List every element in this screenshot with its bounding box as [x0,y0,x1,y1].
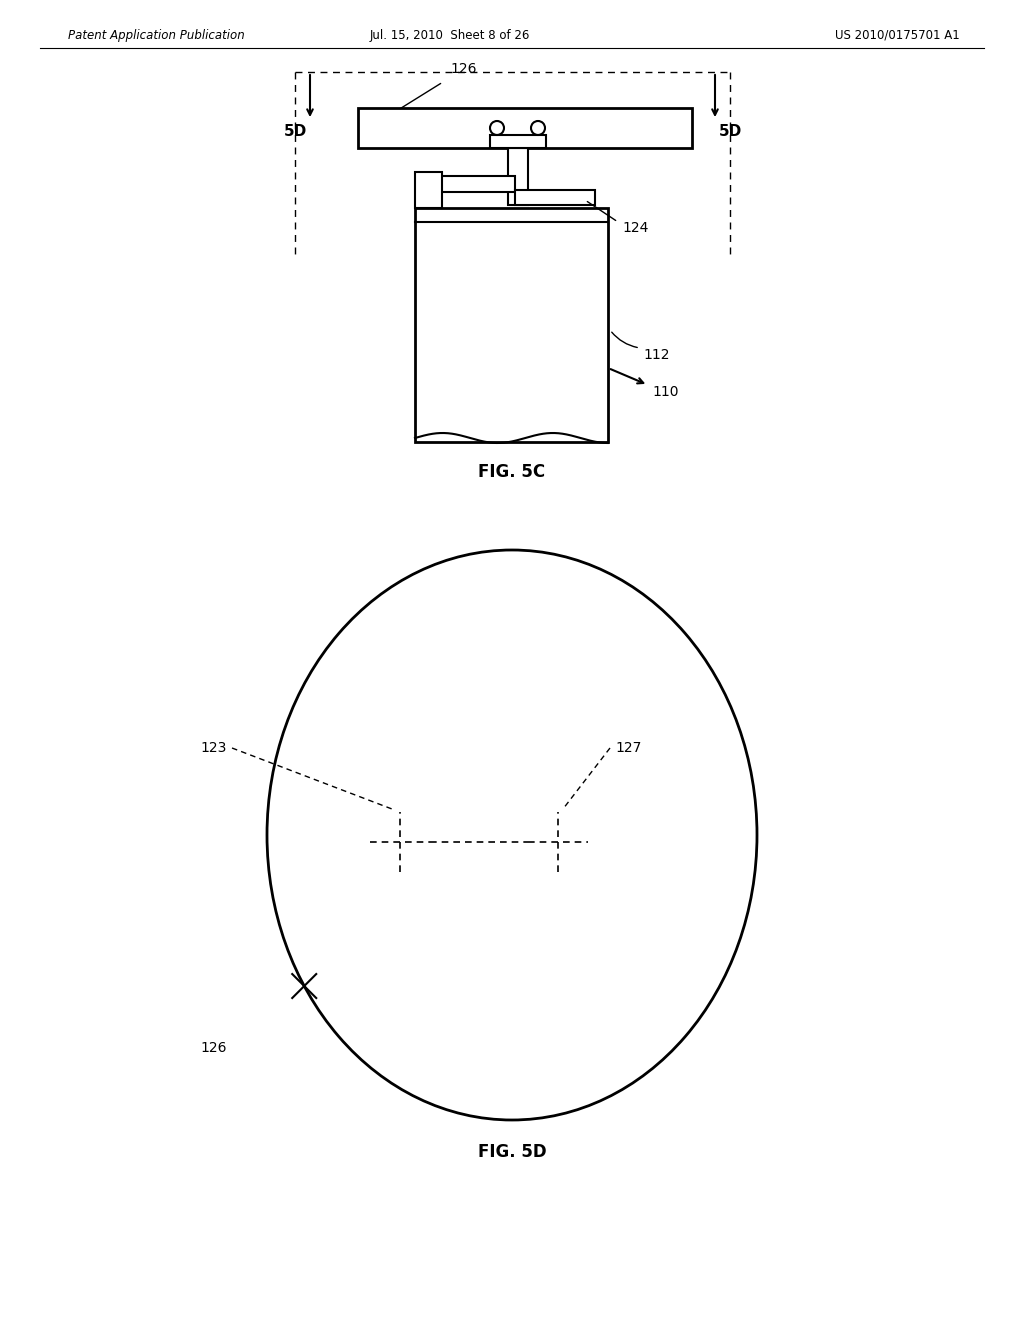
Text: 126: 126 [450,62,476,77]
Bar [490,135,546,148]
Ellipse shape [267,550,757,1119]
Bar [358,108,692,148]
Text: 123: 123 [201,741,227,755]
Text: 112: 112 [643,348,670,362]
Bar [515,190,595,205]
Text: Patent Application Publication: Patent Application Publication [68,29,245,41]
Text: 5D: 5D [284,124,306,140]
Text: Jul. 15, 2010  Sheet 8 of 26: Jul. 15, 2010 Sheet 8 of 26 [370,29,530,41]
Text: US 2010/0175701 A1: US 2010/0175701 A1 [836,29,961,41]
Bar [508,148,528,205]
Text: 124: 124 [622,220,648,235]
Text: 110: 110 [652,385,679,399]
Text: FIG. 5C: FIG. 5C [478,463,546,480]
Text: 126: 126 [200,1041,226,1055]
Bar [415,172,442,209]
Text: FIG. 5D: FIG. 5D [477,1143,547,1162]
Text: 127: 127 [615,741,641,755]
Text: 5D: 5D [719,124,741,140]
Bar [430,176,515,191]
Bar [415,209,608,442]
